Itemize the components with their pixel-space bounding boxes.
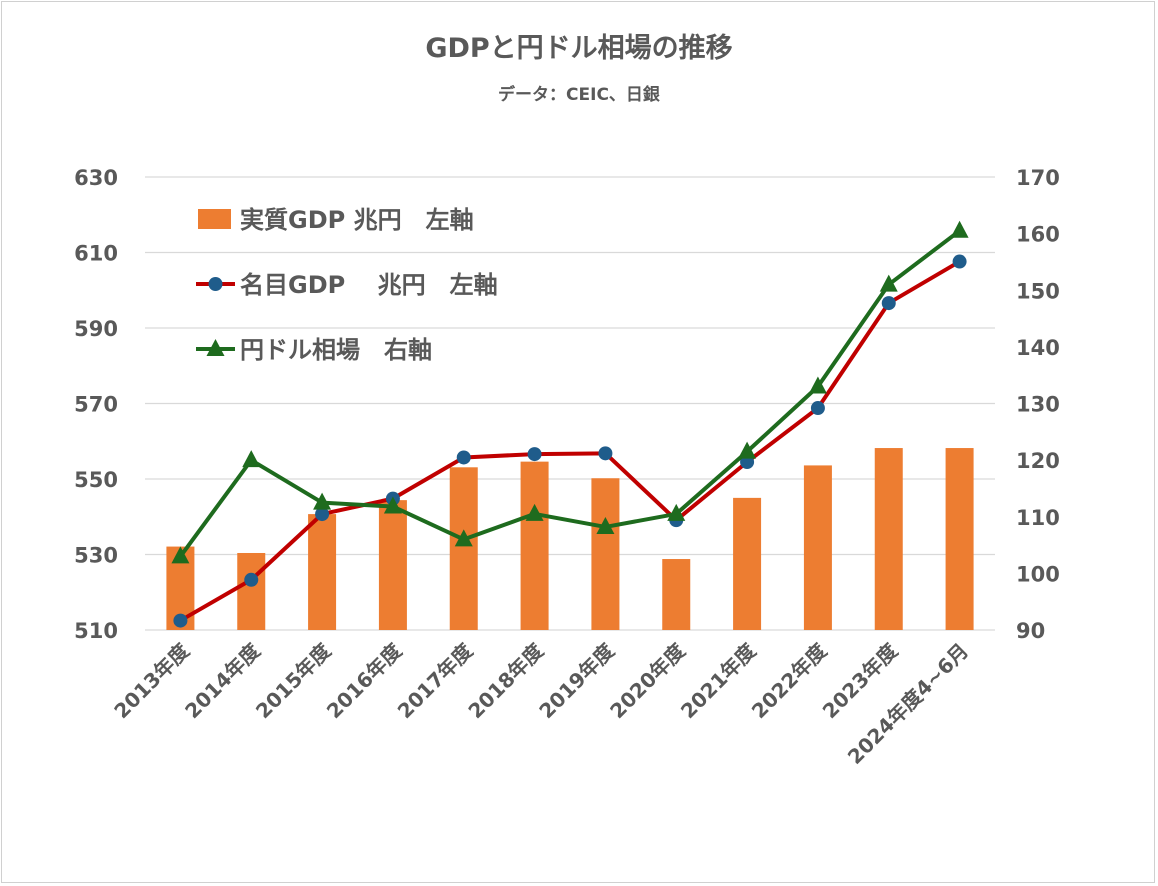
y-left-tick-label: 630 bbox=[74, 166, 118, 190]
data-point bbox=[598, 446, 613, 461]
y-right-tick-label: 90 bbox=[1016, 619, 1045, 643]
x-tick-label: 2021年度 bbox=[676, 638, 761, 723]
y-left-tick-label: 610 bbox=[74, 242, 118, 266]
data-point bbox=[879, 274, 898, 292]
y-left-tick-label: 570 bbox=[74, 393, 118, 417]
data-point bbox=[950, 220, 969, 238]
x-tick-label: 2015年度 bbox=[251, 638, 336, 723]
data-point bbox=[315, 507, 330, 522]
data-point bbox=[525, 503, 544, 521]
y-right-tick-label: 160 bbox=[1016, 223, 1060, 247]
y-right-tick-label: 120 bbox=[1016, 449, 1060, 473]
chart-subtitle: データ：CEIC、日銀 bbox=[498, 85, 660, 105]
x-tick-label: 2024年度4~6月 bbox=[843, 639, 973, 769]
data-point bbox=[881, 296, 896, 311]
legend-label: 名目GDP 兆円 左軸 bbox=[240, 271, 498, 299]
data-point bbox=[667, 503, 686, 521]
data-point bbox=[173, 613, 188, 628]
y-right-tick-label: 140 bbox=[1016, 336, 1060, 360]
data-point bbox=[454, 529, 473, 547]
data-point bbox=[952, 254, 967, 269]
bar bbox=[874, 448, 903, 630]
bar bbox=[378, 500, 407, 630]
bar bbox=[803, 465, 832, 630]
y-left-tick-label: 510 bbox=[74, 619, 118, 643]
bar bbox=[591, 478, 620, 630]
x-tick-label: 2018年度 bbox=[463, 638, 548, 723]
data-point bbox=[313, 492, 332, 510]
y-left-tick-label: 590 bbox=[74, 317, 118, 341]
x-tick-label: 2017年度 bbox=[393, 638, 478, 723]
data-point bbox=[527, 447, 542, 462]
series-line bbox=[179, 259, 961, 623]
legend-label: 円ドル相場 右軸 bbox=[240, 336, 432, 364]
y-right-tick-label: 100 bbox=[1016, 562, 1060, 586]
series-line bbox=[178, 229, 961, 558]
chart-title: GDPと円ドル相場の推移 bbox=[425, 33, 733, 64]
data-point bbox=[383, 496, 402, 514]
y-right-tick-label: 130 bbox=[1016, 393, 1060, 417]
data-point bbox=[596, 516, 615, 534]
x-tick-label: 2016年度 bbox=[322, 638, 407, 723]
bar bbox=[733, 497, 762, 630]
x-tick-label: 2020年度 bbox=[605, 638, 690, 723]
y-right-tick-label: 170 bbox=[1016, 166, 1060, 190]
bar bbox=[945, 448, 974, 630]
data-point bbox=[808, 376, 827, 394]
y-right-tick-label: 150 bbox=[1016, 279, 1060, 303]
data-point bbox=[171, 546, 190, 564]
bar bbox=[308, 514, 337, 630]
data-point bbox=[244, 572, 259, 587]
bar bbox=[237, 552, 266, 630]
bar bbox=[520, 461, 549, 630]
x-tick-label: 2013年度 bbox=[109, 638, 194, 723]
data-point bbox=[456, 450, 471, 465]
legend-swatch bbox=[198, 209, 231, 229]
legend-marker bbox=[208, 277, 223, 291]
x-tick-label: 2019年度 bbox=[534, 638, 619, 723]
legend-marker bbox=[206, 339, 225, 356]
legend-label: 実質GDP 兆円 左軸 bbox=[240, 206, 474, 234]
bar bbox=[662, 559, 691, 630]
data-point bbox=[738, 441, 757, 459]
data-point bbox=[810, 401, 825, 416]
y-left-tick-label: 550 bbox=[74, 468, 118, 492]
y-left-tick-label: 530 bbox=[74, 544, 118, 568]
data-point bbox=[242, 450, 261, 468]
x-tick-label: 2022年度 bbox=[747, 638, 832, 723]
y-right-tick-label: 110 bbox=[1016, 506, 1060, 530]
x-tick-label: 2014年度 bbox=[180, 638, 265, 723]
bar bbox=[449, 467, 478, 630]
